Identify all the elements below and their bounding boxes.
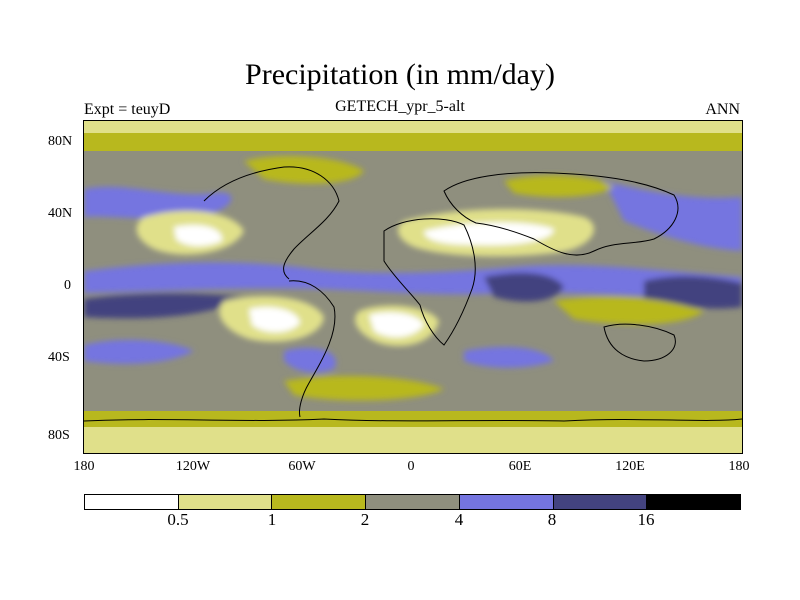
colorbar-label: 16 — [637, 510, 655, 529]
plot-subtitle: GETECH_ypr_5-alt — [335, 98, 465, 115]
colorbar-box — [272, 495, 367, 509]
season-label: ANN — [705, 101, 740, 118]
colorbar-label: 0.5 — [167, 510, 189, 529]
coastlines — [84, 166, 742, 422]
y-tick-label: 0 — [64, 278, 71, 293]
colorbar-box — [647, 495, 741, 509]
colorbar-label: 2 — [360, 510, 370, 529]
x-tick-label: 60E — [508, 459, 532, 474]
colorbar-box — [553, 495, 648, 509]
plot-title: Precipitation (in mm/day) — [245, 58, 555, 91]
colorbar-box — [85, 495, 179, 509]
x-tick-label: 180 — [73, 459, 95, 474]
colorbar-label: 1 — [267, 510, 277, 529]
y-tick-label: 80S — [48, 428, 70, 443]
y-tick-label: 40S — [48, 350, 70, 365]
experiment-label: Expt = teuyD — [84, 101, 171, 118]
y-tick-label: 40N — [48, 206, 73, 221]
x-tick-label: 60W — [288, 459, 316, 474]
x-tick-label: 120E — [615, 459, 645, 474]
colorbar-box — [178, 495, 273, 509]
precipitation-map — [83, 120, 743, 454]
x-tick-label: 120W — [175, 459, 211, 474]
colorbar-box — [366, 495, 460, 509]
colorbar-box — [459, 495, 554, 509]
x-tick-label: 0 — [407, 459, 415, 474]
colorbar — [84, 494, 741, 510]
x-tick-label: 180 — [728, 459, 750, 474]
colorbar-label: 4 — [454, 510, 464, 529]
y-tick-label: 80N — [48, 134, 73, 149]
map-field — [84, 121, 742, 453]
colorbar-label: 8 — [547, 510, 557, 529]
